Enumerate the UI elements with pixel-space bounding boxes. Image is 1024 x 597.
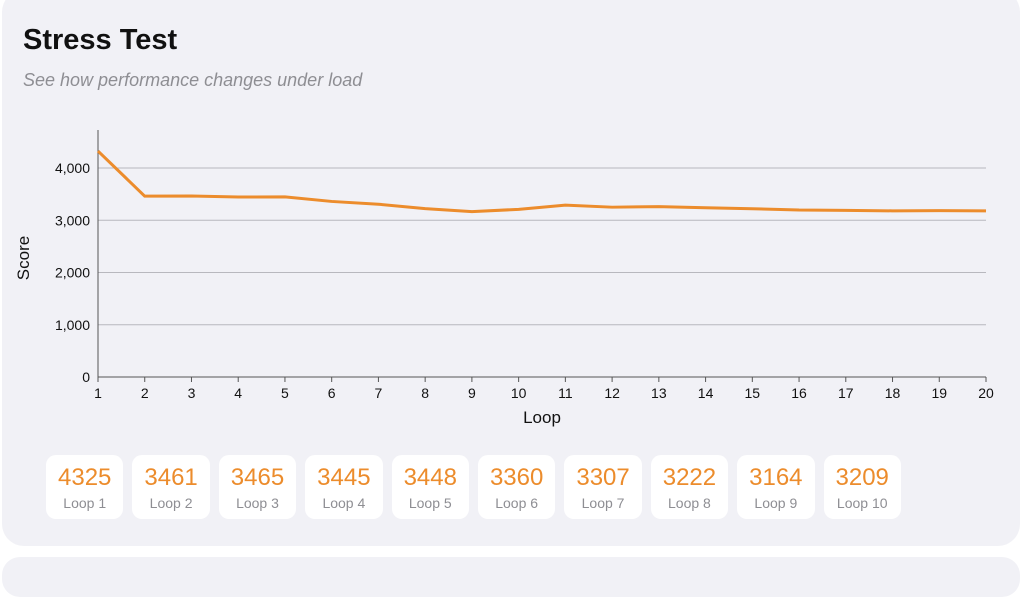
x-tick-label: 9 — [468, 385, 476, 401]
loop-score-label: Loop 1 — [58, 495, 111, 511]
loop-score-value: 3307 — [576, 464, 629, 492]
loop-score-label: Loop 4 — [317, 495, 370, 511]
loop-score-label: Loop 10 — [836, 495, 889, 511]
x-tick-label: 17 — [838, 385, 854, 401]
x-tick-label: 14 — [698, 385, 714, 401]
y-tick-label: 4,000 — [55, 160, 90, 176]
x-tick-label: 4 — [234, 385, 242, 401]
x-tick-label: 11 — [558, 385, 573, 401]
loop-score-label: Loop 2 — [144, 495, 197, 511]
loop-score-card: 3360 Loop 6 — [478, 455, 555, 519]
x-tick-label: 3 — [188, 385, 196, 401]
loop-score-card: 4325 Loop 1 — [46, 455, 123, 519]
loop-score-label: Loop 3 — [231, 495, 284, 511]
loop-score-value: 3164 — [749, 464, 802, 492]
x-tick-label: 15 — [745, 385, 761, 401]
y-axis-label: Score — [14, 236, 33, 280]
x-tick-label: 5 — [281, 385, 289, 401]
loop-score-card: 3209 Loop 10 — [824, 455, 901, 519]
loop-score-label: Loop 7 — [576, 495, 629, 511]
x-tick-label: 13 — [651, 385, 667, 401]
loop-score-card: 3445 Loop 4 — [305, 455, 382, 519]
x-tick-label: 10 — [511, 385, 527, 401]
loop-score-card: 3465 Loop 3 — [219, 455, 296, 519]
loop-score-card: 3307 Loop 7 — [564, 455, 641, 519]
x-tick-label: 1 — [94, 385, 102, 401]
loop-score-card: 3461 Loop 2 — [132, 455, 209, 519]
y-tick-label: 0 — [82, 369, 90, 385]
x-tick-label: 6 — [328, 385, 336, 401]
loop-score-value: 3461 — [144, 464, 197, 492]
loop-score-value: 3209 — [836, 464, 889, 492]
loop-score-value: 3222 — [663, 464, 716, 492]
loop-score-value: 3360 — [490, 464, 543, 492]
x-tick-label: 12 — [604, 385, 620, 401]
loop-score-value: 3445 — [317, 464, 370, 492]
x-tick-label: 19 — [931, 385, 947, 401]
y-tick-label: 2,000 — [55, 265, 90, 281]
next-card — [2, 557, 1020, 597]
x-tick-label: 7 — [375, 385, 383, 401]
loop-score-card: 3448 Loop 5 — [392, 455, 469, 519]
loop-score-value: 3465 — [231, 464, 284, 492]
loop-score-label: Loop 9 — [749, 495, 802, 511]
loop-score-card: 3164 Loop 9 — [737, 455, 814, 519]
loop-score-value: 4325 — [58, 464, 111, 492]
loop-score-label: Loop 8 — [663, 495, 716, 511]
x-tick-label: 2 — [141, 385, 149, 401]
x-axis-label: Loop — [523, 408, 561, 427]
loop-cards: 4325 Loop 1 3461 Loop 2 3465 Loop 3 3445 Loop 4… — [46, 455, 901, 519]
x-tick-label: 8 — [421, 385, 429, 401]
x-tick-label: 20 — [978, 385, 994, 401]
x-tick-label: 16 — [791, 385, 807, 401]
score-line — [98, 151, 986, 212]
x-tick-label: 18 — [885, 385, 901, 401]
loop-score-card: 3222 Loop 8 — [651, 455, 728, 519]
loop-score-label: Loop 5 — [404, 495, 457, 511]
y-tick-label: 3,000 — [55, 212, 90, 228]
loop-score-value: 3448 — [404, 464, 457, 492]
loop-score-label: Loop 6 — [490, 495, 543, 511]
y-tick-label: 1,000 — [55, 317, 90, 333]
